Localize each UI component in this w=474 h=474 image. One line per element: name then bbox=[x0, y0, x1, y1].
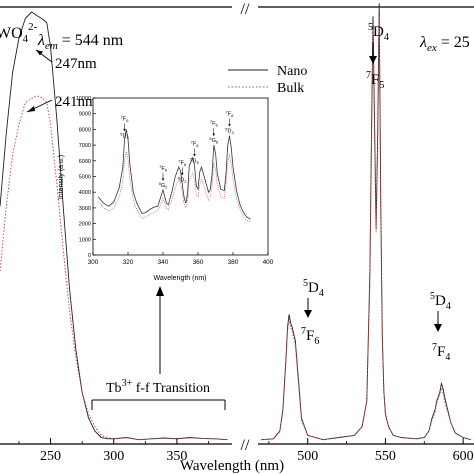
axis-break-gap-top bbox=[232, 3, 258, 11]
peak-label-nano: 247nm bbox=[55, 56, 97, 72]
transition-d4-f6-arrowhead bbox=[304, 310, 312, 318]
inset-peak-label-0: 7F6 5D4 bbox=[120, 114, 129, 140]
legend: Nano Bulk bbox=[228, 64, 307, 96]
x-tick-label-600: 600 bbox=[453, 449, 474, 464]
x-axis-label: Wavelength (nm) bbox=[180, 458, 284, 474]
transition-d4-f6-upper: 5D4 bbox=[303, 278, 324, 299]
main-series-group bbox=[0, 3, 472, 441]
transition-d4-f5-lower: 7F5 bbox=[366, 70, 384, 91]
inset-peak-upper-5: 7F6 bbox=[226, 110, 235, 119]
inset-peak-label-5: 7F6 5D3 bbox=[225, 110, 234, 135]
transition-d4-f5: 5D4 7F5 bbox=[366, 22, 389, 91]
inset-y-tick-label-10000: 10000 bbox=[76, 96, 91, 102]
inset-y-tick-label-6000: 6000 bbox=[79, 159, 91, 165]
series-nano-emission bbox=[261, 3, 472, 441]
peak-arrow-bulk-head bbox=[27, 106, 35, 112]
x-tick-label-300: 300 bbox=[103, 449, 124, 464]
wo4-label: WO42- bbox=[0, 21, 38, 45]
inset-x-axis-label: Wavelength (nm) bbox=[153, 275, 206, 282]
legend-label-nano: Nano bbox=[277, 64, 307, 79]
inset-peak-arrowhead-3 bbox=[193, 154, 196, 157]
inset-peak-upper-2: 7F6 bbox=[178, 158, 187, 167]
inset-y-tick-label-2000: 2000 bbox=[79, 222, 91, 228]
peak-arrow-nano-head bbox=[36, 50, 43, 56]
transition-d4-f4-upper: 5D4 bbox=[430, 291, 451, 312]
inset-y-tick-label-3000: 3000 bbox=[79, 206, 91, 212]
inset-peak-upper-4: 7F6 bbox=[210, 119, 219, 128]
transition-d4-f5-arrowhead bbox=[369, 56, 377, 64]
inset-y-tick-label-7000: 7000 bbox=[79, 143, 91, 149]
inset-x-tick-label-320: 320 bbox=[123, 259, 134, 266]
inset-y-tick-label-0: 0 bbox=[88, 253, 91, 259]
inset-peak-label-1: 7F6 5G2 bbox=[159, 164, 169, 190]
inset-ticks: 300 320 340 360 380 4000100020003000400050006… bbox=[76, 96, 274, 266]
inset-peak-arrowhead-4 bbox=[212, 133, 216, 137]
inset-peak-lower-3: 5G5 bbox=[190, 157, 200, 166]
inset-y-axis-label: Intensity (a.u.) bbox=[58, 155, 65, 199]
axis-break-gap-bottom bbox=[232, 440, 258, 448]
inset-x-tick-label-300: 300 bbox=[88, 259, 99, 266]
inset-frame bbox=[92, 97, 269, 256]
inset-peak-upper-3: 7F6 bbox=[191, 140, 200, 149]
inset-peak-lower-1: 5G2 bbox=[159, 181, 169, 190]
transition-d4-f4: 5D4 7F4 bbox=[430, 291, 451, 363]
inset-x-tick-label-360: 360 bbox=[193, 259, 204, 266]
inset-series-group bbox=[97, 129, 251, 223]
lambda-ex-label: λex = 25 bbox=[419, 34, 470, 54]
x-tick-label-500: 500 bbox=[297, 449, 318, 464]
legend-label-bulk: Bulk bbox=[277, 81, 304, 96]
inset-peak-label-2: 7F6 5D2 bbox=[178, 158, 187, 184]
inset-peak-lower-5: 5D3 bbox=[225, 127, 234, 136]
main-x-ticks: 250 300 350 500 550 600 bbox=[18, 438, 474, 464]
inset-x-tick-label-380: 380 bbox=[228, 259, 239, 266]
peak-label-bulk: 241nm bbox=[55, 94, 97, 110]
inset-y-tick-label-1000: 1000 bbox=[79, 237, 91, 243]
inset-peak-upper-1: 7F6 bbox=[159, 164, 168, 173]
inset-peak-lower-4: 5G6 bbox=[209, 136, 219, 145]
inset-y-tick-label-4000: 4000 bbox=[79, 190, 91, 196]
transition-d4-f6-lower: 7F6 bbox=[301, 326, 319, 347]
inset-chart: 300 320 340 360 380 4000100020003000400050006… bbox=[58, 96, 274, 282]
inset-peak-label-4: 7F6 5G6 bbox=[209, 119, 219, 145]
inset-x-tick-label-400: 400 bbox=[263, 259, 274, 266]
ff-transition-annotation: Tb3+ f-f Transition bbox=[91, 286, 226, 410]
inset-peak-upper-0: 7F6 bbox=[121, 114, 130, 123]
x-tick-label-250: 250 bbox=[40, 449, 61, 464]
axis-break-bottom: // bbox=[241, 437, 250, 454]
series-bulk-excitation bbox=[0, 95, 228, 441]
inset-series-nano bbox=[97, 129, 251, 220]
inset-y-tick-label-5000: 5000 bbox=[79, 175, 91, 181]
lambda-em-label: λem = 544 nm bbox=[37, 32, 124, 52]
inset-y-tick-label-9000: 9000 bbox=[79, 112, 91, 118]
inset-peak-arrowhead-5 bbox=[228, 124, 231, 127]
inset-peak-label-3: 7F6 5G5 bbox=[190, 140, 200, 166]
x-tick-label-550: 550 bbox=[375, 449, 396, 464]
x-tick-label-350: 350 bbox=[166, 449, 187, 464]
inset-x-tick-label-340: 340 bbox=[158, 259, 169, 266]
inset-peak-arrowhead-2 bbox=[180, 172, 184, 176]
transition-d4-f4-lower: 7F4 bbox=[432, 342, 450, 363]
transition-d4-f4-arrowhead bbox=[434, 324, 442, 332]
inset-peak-arrowhead-0 bbox=[123, 128, 126, 132]
series-bulk-emission bbox=[261, 16, 472, 441]
inset-peak-arrowhead-1 bbox=[161, 178, 165, 181]
inset-peak-lower-0: 5D4 bbox=[120, 131, 129, 140]
inset-y-tick-label-8000: 8000 bbox=[79, 127, 91, 133]
axis-break-top: // bbox=[241, 1, 250, 18]
transition-d4-f6: 5D4 7F6 bbox=[301, 278, 324, 347]
ff-transition-label: Tb3+ f-f Transition bbox=[106, 378, 210, 396]
transition-d4-f5-upper: 5D4 bbox=[368, 22, 389, 43]
ff-arrow-head bbox=[156, 286, 164, 296]
inset-peak-lower-2: 5D2 bbox=[178, 175, 187, 184]
